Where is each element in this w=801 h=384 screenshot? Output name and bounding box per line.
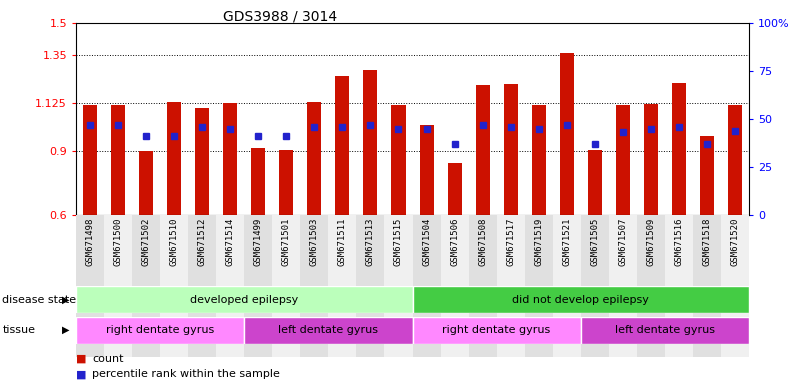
Text: left dentate gyrus: left dentate gyrus	[279, 325, 378, 335]
Bar	[139, 151, 153, 215]
Text: GSM671517: GSM671517	[506, 218, 515, 266]
Bar	[469, 215, 497, 357]
Bar	[637, 215, 665, 357]
Text: ■: ■	[76, 354, 87, 364]
Text: GSM671515: GSM671515	[394, 218, 403, 266]
Text: right dentate gyrus: right dentate gyrus	[442, 325, 551, 335]
Text: GSM671499: GSM671499	[254, 218, 263, 266]
Bar	[244, 317, 413, 344]
Bar	[476, 85, 489, 215]
Bar	[160, 215, 188, 357]
Bar	[336, 76, 349, 215]
Text: right dentate gyrus: right dentate gyrus	[106, 325, 215, 335]
Bar	[167, 102, 181, 215]
Bar	[581, 215, 609, 357]
Text: count: count	[92, 354, 123, 364]
Text: disease state: disease state	[2, 295, 77, 305]
Text: GSM671520: GSM671520	[731, 218, 739, 266]
Text: GSM671502: GSM671502	[142, 218, 151, 266]
Bar	[525, 215, 553, 357]
Bar	[728, 105, 742, 215]
Text: GSM671510: GSM671510	[170, 218, 179, 266]
Text: developed epilepsy: developed epilepsy	[190, 295, 299, 305]
Bar	[300, 215, 328, 357]
Bar	[700, 136, 714, 215]
Bar	[560, 53, 574, 215]
Bar	[441, 215, 469, 357]
Bar	[76, 286, 413, 313]
Bar	[609, 215, 637, 357]
Bar	[721, 215, 749, 357]
Bar	[244, 215, 272, 357]
Bar	[356, 215, 384, 357]
Bar	[188, 215, 216, 357]
Text: ▶: ▶	[62, 295, 70, 305]
Bar	[665, 215, 693, 357]
Text: GSM671514: GSM671514	[226, 218, 235, 266]
Bar	[672, 83, 686, 215]
Text: did not develop epilepsy: did not develop epilepsy	[513, 295, 649, 305]
Bar	[364, 70, 377, 215]
Bar	[252, 148, 265, 215]
Text: GSM671501: GSM671501	[282, 218, 291, 266]
Bar	[111, 105, 125, 215]
Text: percentile rank within the sample: percentile rank within the sample	[92, 369, 280, 379]
Bar	[588, 150, 602, 215]
Text: GSM671505: GSM671505	[590, 218, 599, 266]
Bar	[308, 102, 321, 215]
Bar	[413, 286, 749, 313]
Bar	[104, 215, 132, 357]
Text: tissue: tissue	[2, 325, 35, 335]
Bar	[216, 215, 244, 357]
Bar	[420, 126, 433, 215]
Text: GDS3988 / 3014: GDS3988 / 3014	[223, 10, 337, 23]
Text: GSM671503: GSM671503	[310, 218, 319, 266]
Bar	[504, 84, 517, 215]
Bar	[497, 215, 525, 357]
Text: GSM671508: GSM671508	[478, 218, 487, 266]
Text: ■: ■	[76, 369, 87, 379]
Text: GSM671521: GSM671521	[562, 218, 571, 266]
Bar	[413, 215, 441, 357]
Bar	[272, 215, 300, 357]
Bar	[644, 104, 658, 215]
Bar	[616, 105, 630, 215]
Bar	[76, 215, 104, 357]
Bar	[195, 108, 209, 215]
Bar	[384, 215, 413, 357]
Text: left dentate gyrus: left dentate gyrus	[615, 325, 714, 335]
Bar	[532, 105, 545, 215]
Bar	[328, 215, 356, 357]
Bar	[553, 215, 581, 357]
Bar	[76, 317, 244, 344]
Text: GSM671518: GSM671518	[702, 218, 711, 266]
Text: GSM671507: GSM671507	[618, 218, 627, 266]
Text: GSM671506: GSM671506	[450, 218, 459, 266]
Text: GSM671519: GSM671519	[534, 218, 543, 266]
Text: GSM671504: GSM671504	[422, 218, 431, 266]
Bar	[693, 215, 721, 357]
Text: GSM671513: GSM671513	[366, 218, 375, 266]
Text: GSM671512: GSM671512	[198, 218, 207, 266]
Bar	[448, 163, 461, 215]
Text: ▶: ▶	[62, 325, 70, 335]
Bar	[392, 105, 405, 215]
Bar	[581, 317, 749, 344]
Bar	[280, 150, 293, 215]
Text: GSM671500: GSM671500	[114, 218, 123, 266]
Text: GSM671511: GSM671511	[338, 218, 347, 266]
Bar	[83, 105, 97, 215]
Text: GSM671516: GSM671516	[674, 218, 683, 266]
Text: GSM671498: GSM671498	[86, 218, 95, 266]
Text: GSM671509: GSM671509	[646, 218, 655, 266]
Bar	[223, 103, 237, 215]
Bar	[413, 317, 581, 344]
Bar	[132, 215, 160, 357]
